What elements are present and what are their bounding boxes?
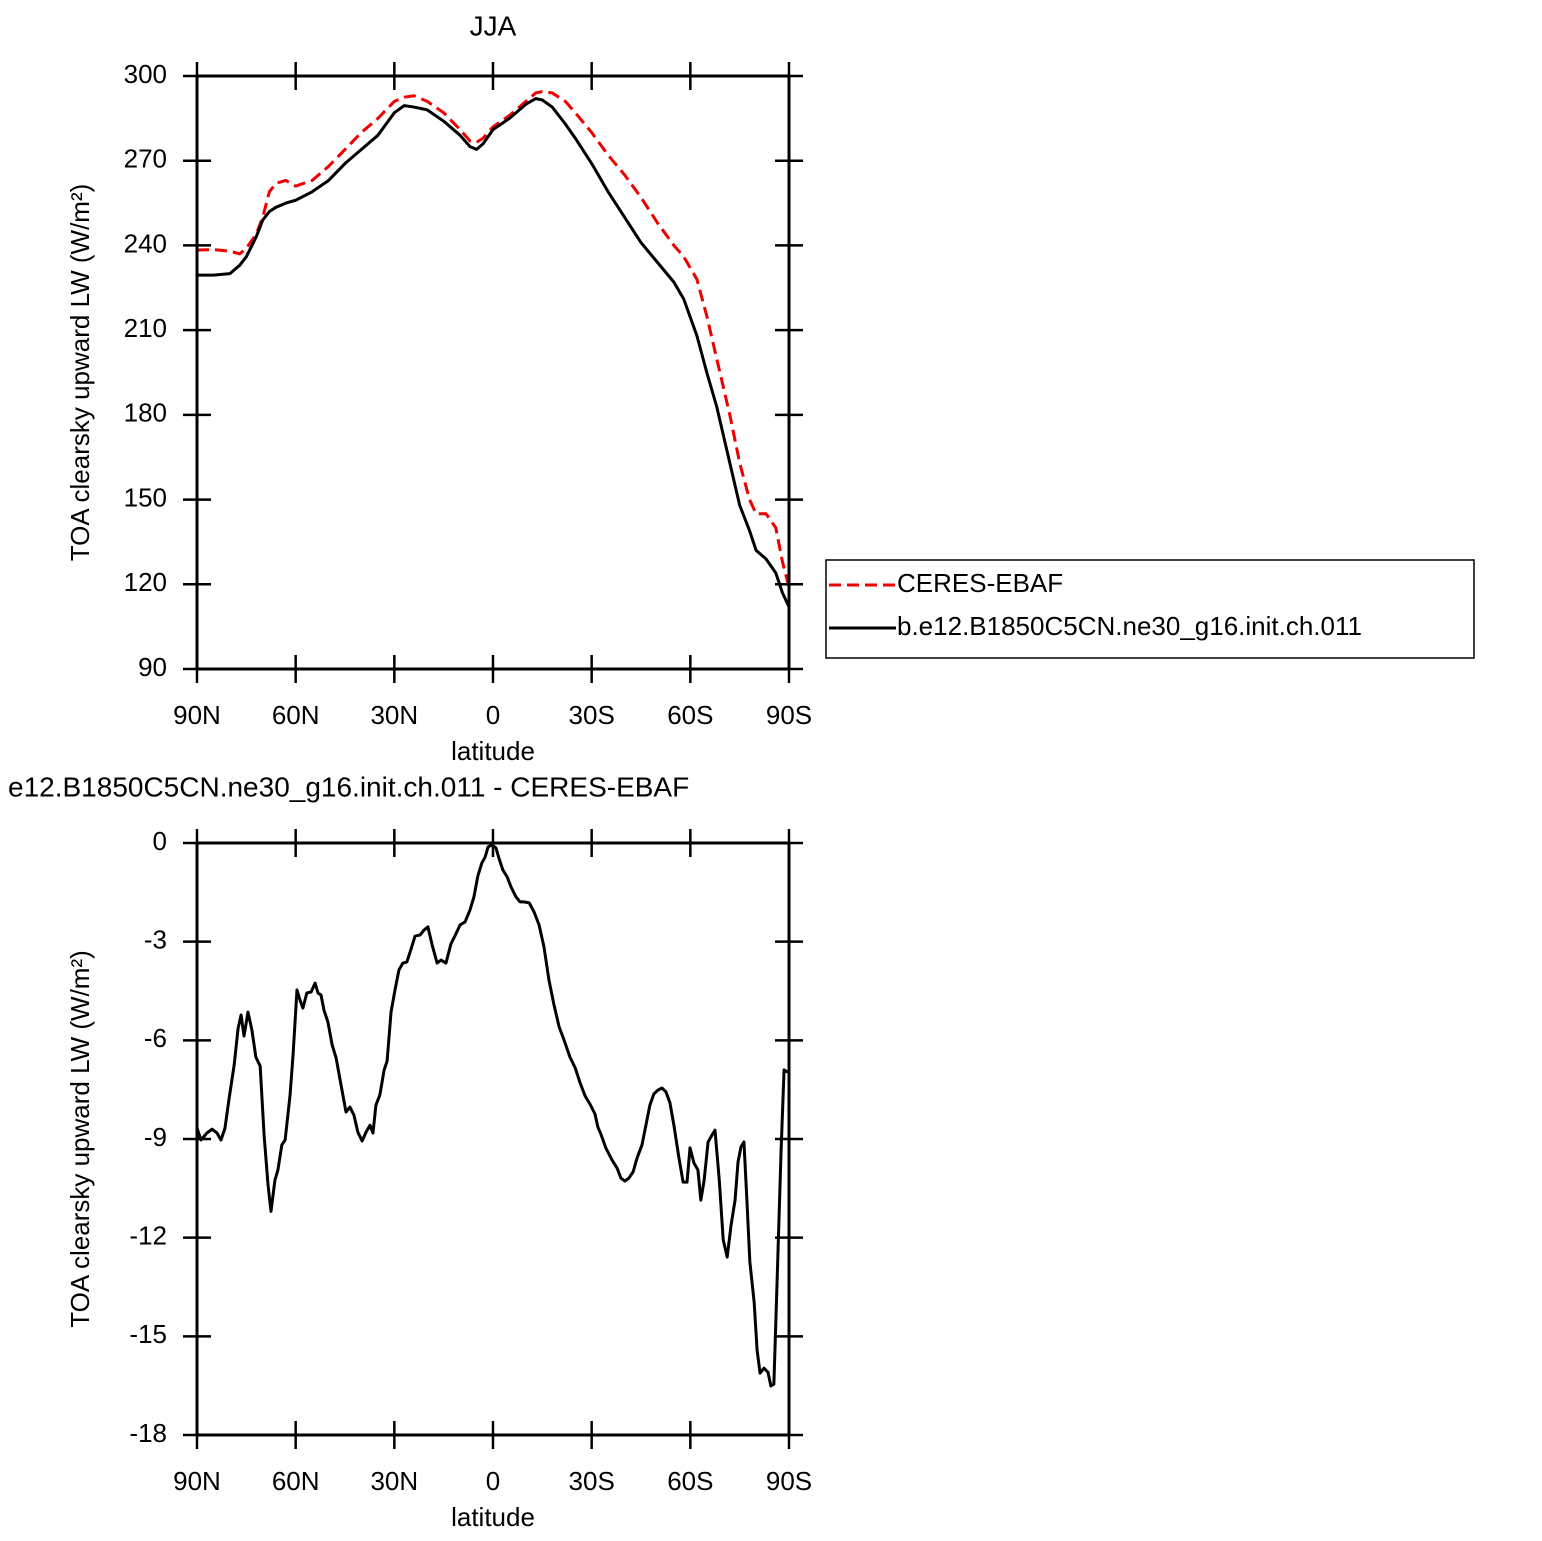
y-tick-label: 150 [124, 482, 167, 512]
y-tick-label: -18 [129, 1418, 167, 1448]
x-tick-label: 60N [272, 700, 320, 730]
y-tick-label: 270 [124, 144, 167, 174]
y-axis-label: TOA clearsky upward LW (W/m²) [65, 950, 95, 1328]
y-tick-label: -3 [144, 925, 167, 955]
y-tick-label: -6 [144, 1023, 167, 1053]
x-tick-label: 0 [486, 700, 500, 730]
legend-label: CERES-EBAF [897, 568, 1063, 598]
x-tick-label: 30S [569, 700, 615, 730]
y-tick-label: 0 [153, 826, 167, 856]
y-tick-label: 180 [124, 398, 167, 428]
y-tick-label: -9 [144, 1122, 167, 1152]
y-axis-label: TOA clearsky upward LW (W/m²) [65, 184, 95, 562]
x-tick-label: 90N [173, 700, 221, 730]
plot-frame [195, 74, 791, 671]
data-line [195, 843, 789, 1388]
y-tick-label: 90 [138, 652, 167, 682]
y-tick-label: 300 [124, 59, 167, 89]
x-tick-label: 60N [272, 1466, 320, 1496]
y-tick-label: -15 [129, 1319, 167, 1349]
data-line [197, 97, 791, 608]
x-tick-label: 90N [173, 1466, 221, 1496]
legend: CERES-EBAF b.e12.B1850C5CN.ne30_g16.init.… [825, 559, 1475, 659]
x-axis-label: latitude [451, 736, 535, 766]
x-tick-label: 60S [667, 1466, 713, 1496]
legend-box [825, 559, 1475, 659]
y-tick-label: 210 [124, 313, 167, 343]
legend-label: b.e12.B1850C5CN.ne30_g16.init.ch.011 [897, 611, 1362, 641]
x-tick-label: 30N [370, 700, 418, 730]
y-tick-label: 120 [124, 567, 167, 597]
chart-title: e12.B1850C5CN.ne30_g16.init.ch.011 - CER… [8, 771, 689, 802]
y-tick-label: -12 [129, 1221, 167, 1251]
x-tick-label: 90S [766, 700, 812, 730]
x-tick-label: 0 [486, 1466, 500, 1496]
x-tick-label: 30N [370, 1466, 418, 1496]
chart-title: JJA [470, 10, 517, 41]
x-axis-label: latitude [451, 1502, 535, 1532]
x-tick-label: 30S [569, 1466, 615, 1496]
data-line [196, 90, 791, 588]
x-tick-label: 60S [667, 700, 713, 730]
x-tick-label: 90S [766, 1466, 812, 1496]
y-tick-label: 240 [124, 228, 167, 258]
